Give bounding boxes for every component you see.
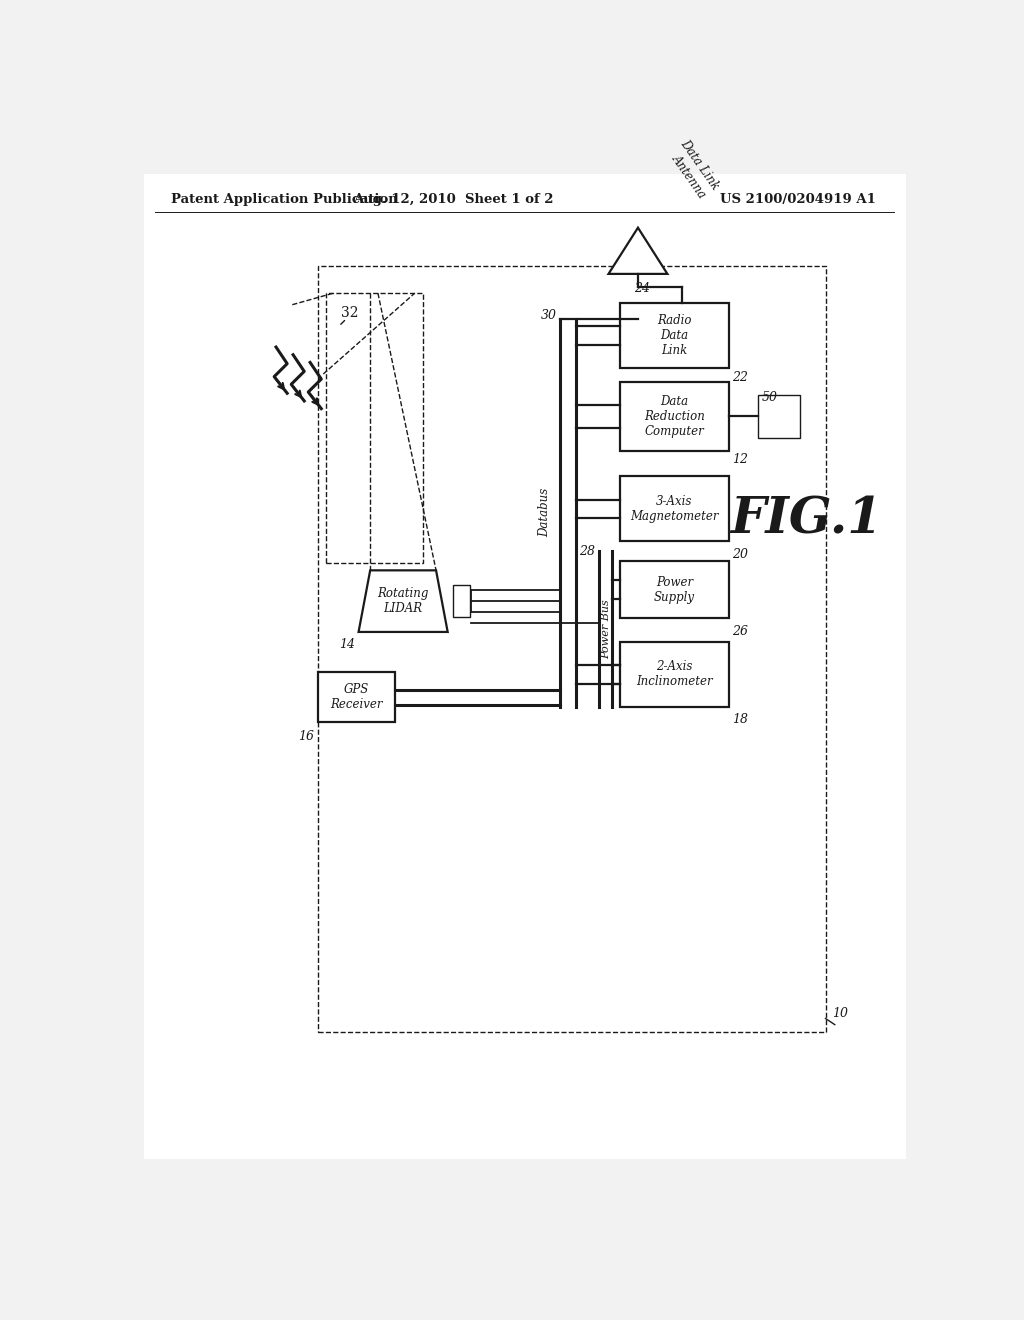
FancyBboxPatch shape <box>621 477 729 541</box>
Text: 3-Axis
Magnetometer: 3-Axis Magnetometer <box>630 495 719 523</box>
Text: GPS
Receiver: GPS Receiver <box>331 684 383 711</box>
Text: Power
Supply: Power Supply <box>654 576 695 603</box>
Text: 50: 50 <box>762 391 777 404</box>
Text: 2-Axis
Inclinometer: 2-Axis Inclinometer <box>636 660 713 688</box>
Polygon shape <box>608 228 668 275</box>
Text: Aug. 12, 2010  Sheet 1 of 2: Aug. 12, 2010 Sheet 1 of 2 <box>353 193 554 206</box>
Text: 22: 22 <box>732 371 749 384</box>
Text: 28: 28 <box>580 545 595 558</box>
Text: 16: 16 <box>298 730 314 743</box>
Text: Power Bus: Power Bus <box>601 599 610 659</box>
Text: Data
Reduction
Computer: Data Reduction Computer <box>644 395 705 438</box>
Text: US 2100/0204919 A1: US 2100/0204919 A1 <box>720 193 876 206</box>
Text: 26: 26 <box>732 624 749 638</box>
Text: FIG.1: FIG.1 <box>730 496 882 545</box>
Text: Radio
Data
Link: Radio Data Link <box>657 314 691 356</box>
FancyBboxPatch shape <box>621 561 729 619</box>
FancyBboxPatch shape <box>317 672 395 722</box>
Text: Rotating
LIDAR: Rotating LIDAR <box>378 587 429 615</box>
Text: 10: 10 <box>831 1007 848 1019</box>
Text: 18: 18 <box>732 713 749 726</box>
FancyBboxPatch shape <box>621 381 729 451</box>
Text: 14: 14 <box>339 638 354 651</box>
Text: 24: 24 <box>634 281 650 294</box>
FancyBboxPatch shape <box>453 585 470 618</box>
Text: Data Link
Antenna: Data Link Antenna <box>665 137 721 201</box>
FancyBboxPatch shape <box>621 642 729 708</box>
Text: Patent Application Publication: Patent Application Publication <box>171 193 397 206</box>
Text: 32: 32 <box>341 306 358 321</box>
Text: 12: 12 <box>732 453 749 466</box>
Text: Databus: Databus <box>539 488 551 537</box>
Text: 20: 20 <box>732 548 749 561</box>
FancyBboxPatch shape <box>621 302 729 368</box>
FancyBboxPatch shape <box>143 174 906 1159</box>
Text: 30: 30 <box>541 309 557 322</box>
Polygon shape <box>358 570 447 632</box>
FancyBboxPatch shape <box>758 395 801 437</box>
